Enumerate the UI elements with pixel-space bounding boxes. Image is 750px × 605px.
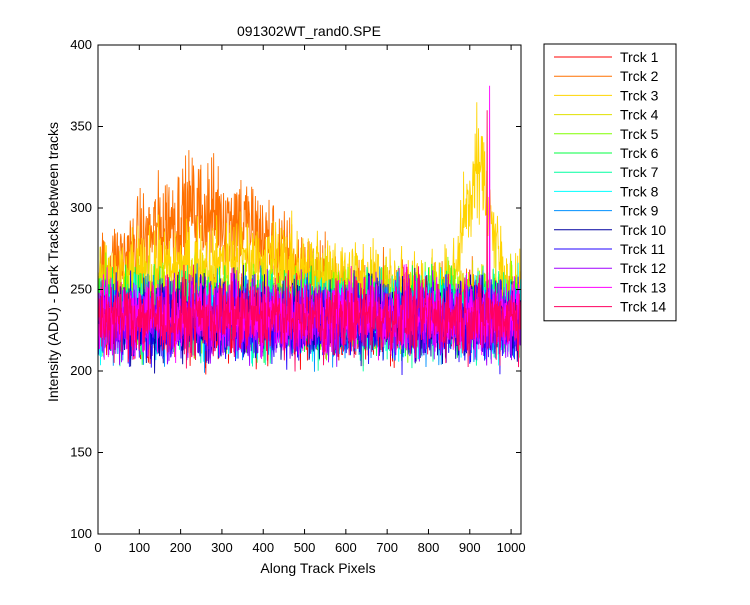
x-axis: 0 100 200 300 400 500 600 700 800 900 1000	[94, 45, 526, 555]
y-tick-label: 400	[70, 37, 92, 52]
legend-entry: Trck 7	[620, 164, 659, 180]
legend-entry: Trck 10	[620, 222, 666, 238]
x-tick-label: 0	[94, 540, 101, 555]
chart-title: 091302WT_rand0.SPE	[237, 23, 381, 39]
x-tick-label: 700	[376, 540, 398, 555]
legend-entry: Trck 11	[620, 241, 665, 257]
series-group	[97, 85, 522, 376]
x-axis-label: Along Track Pixels	[260, 560, 375, 576]
x-tick-label: 200	[170, 540, 192, 555]
legend-entry: Trck 3	[620, 87, 659, 103]
legend-entry: Trck 5	[620, 126, 659, 142]
y-tick-label: 350	[70, 119, 92, 134]
x-tick-label: 600	[335, 540, 357, 555]
x-tick-label: 800	[418, 540, 440, 555]
y-tick-label: 100	[70, 526, 92, 541]
legend-entry: Trck 2	[620, 68, 659, 84]
legend-entry: Trck 1	[620, 49, 659, 65]
x-tick-label: 300	[211, 540, 233, 555]
x-tick-label: 100	[128, 540, 150, 555]
y-tick-label: 300	[70, 200, 92, 215]
legend-box	[543, 43, 677, 322]
y-tick-label: 250	[70, 282, 92, 297]
legend: Trck 1 Trck 2 Trck 3 Trck 4 Trck 5 Trck 6 Trck…	[543, 43, 677, 322]
x-tick-label: 1000	[497, 540, 526, 555]
series-line	[97, 110, 522, 372]
x-tick-label: 400	[252, 540, 274, 555]
legend-entry: Trck 13	[620, 279, 666, 295]
legend-entry: Trck 4	[620, 107, 659, 123]
legend-entry: Trck 9	[620, 203, 659, 219]
legend-entry: Trck 14	[620, 299, 666, 315]
y-tick-label: 200	[70, 363, 92, 378]
legend-entry: Trck 6	[620, 145, 659, 161]
x-tick-label: 900	[459, 540, 481, 555]
y-axis: 100 150 200 250 300 350 400	[70, 37, 521, 541]
y-tick-label: 150	[70, 445, 92, 460]
x-tick-label: 500	[294, 540, 316, 555]
y-axis-label: Intensity (ADU) - Dark Tracks between tr…	[45, 122, 61, 402]
legend-entry: Trck 8	[620, 183, 659, 199]
legend-entry: Trck 12	[620, 260, 666, 276]
